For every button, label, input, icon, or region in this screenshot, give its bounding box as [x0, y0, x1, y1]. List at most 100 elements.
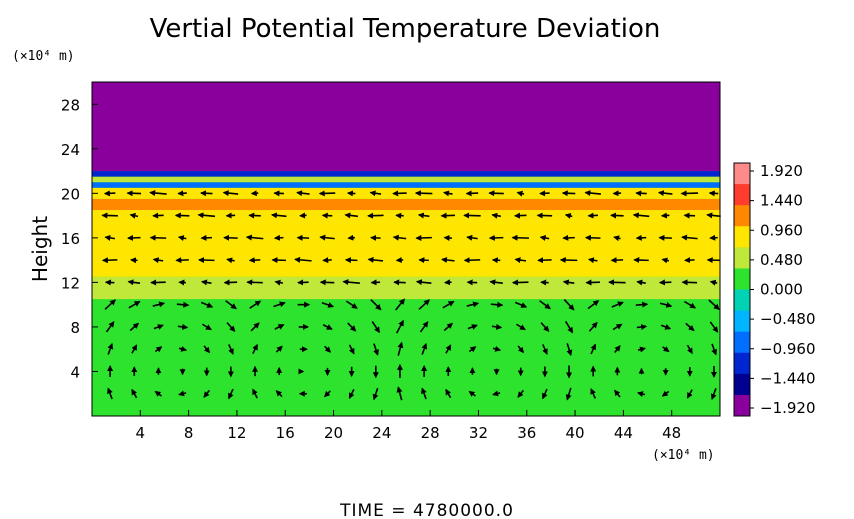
wind-arrow [249, 300, 262, 309]
wind-arrow [491, 323, 503, 330]
colorbar-swatch [734, 331, 750, 354]
wind-arrow [294, 256, 312, 263]
x-tick-label: 24 [372, 424, 391, 442]
field-band [92, 210, 720, 277]
wind-arrow [153, 324, 164, 330]
wind-arrow [271, 257, 286, 264]
wind-arrow [587, 212, 598, 219]
wind-arrow [178, 279, 186, 286]
wind-arrow [103, 190, 116, 197]
colorbar-swatch [734, 247, 750, 269]
wind-arrow [536, 212, 553, 219]
y-axis-label: Height [28, 216, 52, 282]
wind-arrow [445, 344, 452, 354]
wind-arrow [465, 190, 479, 197]
wind-arrow [660, 324, 672, 330]
wind-arrow [392, 190, 407, 197]
wind-arrow [129, 212, 139, 219]
wind-arrow [367, 212, 384, 219]
wind-arrow [711, 343, 718, 356]
wind-arrow [637, 346, 646, 353]
y-axis-ticks: 4 8 12 16 20 24 28 [61, 96, 98, 381]
wind-arrow [275, 390, 283, 398]
wind-arrow [681, 279, 698, 286]
colorbar-swatch [734, 394, 750, 417]
wind-arrow [588, 321, 598, 332]
wind-arrow [709, 234, 718, 241]
wind-arrow [419, 321, 429, 333]
x-tick-label: 20 [324, 424, 343, 442]
wind-arrow [542, 388, 548, 400]
wind-arrow [367, 256, 384, 263]
wind-arrow [681, 234, 698, 241]
wind-arrow [347, 322, 357, 332]
wind-arrow [539, 235, 550, 241]
wind-arrow [542, 344, 548, 355]
field-band [92, 299, 720, 416]
wind-arrow [415, 279, 432, 286]
colorbar-swatch [734, 163, 750, 185]
wind-arrow [587, 257, 598, 264]
wind-arrow [274, 279, 284, 286]
wind-arrow [200, 279, 212, 286]
wind-arrow [587, 300, 600, 310]
wind-arrow [662, 346, 670, 353]
wind-arrow [415, 234, 432, 241]
wind-arrow [564, 213, 573, 219]
wind-arrow [468, 390, 476, 397]
colorbar-label: −1.440 [760, 369, 816, 387]
wind-arrow [252, 388, 258, 399]
wind-arrow [684, 257, 695, 264]
wind-arrow [443, 234, 453, 241]
wind-arrow [635, 234, 647, 241]
wind-arrow [517, 389, 524, 398]
wind-arrow [661, 390, 670, 397]
wind-arrow [444, 279, 452, 286]
wind-arrow [369, 190, 382, 197]
wind-arrow [344, 257, 358, 264]
wind-arrow [344, 212, 358, 219]
wind-arrow [150, 279, 166, 286]
wind-arrow [177, 323, 189, 330]
wind-arrow [635, 301, 649, 308]
wind-arrow [176, 301, 190, 308]
wind-arrow [154, 390, 162, 397]
colorbar-label: −1.920 [760, 399, 816, 417]
wind-arrow [129, 322, 140, 332]
wind-arrow [319, 234, 335, 241]
wind-arrow [370, 234, 381, 241]
x-tick-label: 4 [136, 424, 146, 442]
wind-arrow [348, 388, 355, 400]
wind-arrow [516, 323, 526, 331]
wind-arrow [370, 299, 382, 311]
wind-arrow [611, 301, 624, 308]
wind-arrow [686, 344, 693, 355]
wind-arrow [417, 212, 430, 219]
wind-arrow [394, 298, 405, 311]
wind-arrow [492, 345, 502, 352]
wind-arrow [373, 343, 379, 356]
wind-arrow [516, 190, 525, 197]
chart-title: Vertial Potential Temperature Deviation [150, 14, 661, 44]
wind-arrow [590, 388, 597, 399]
wind-arrow [513, 212, 527, 219]
y-tick-label: 28 [61, 96, 80, 114]
wind-arrow [152, 301, 166, 308]
wind-arrow [511, 279, 529, 286]
wind-arrow [347, 234, 355, 241]
wind-arrow [612, 190, 622, 197]
x-tick-label: 36 [517, 424, 536, 442]
wind-arrow [107, 387, 113, 400]
wind-arrow [659, 301, 673, 308]
wind-arrow [177, 235, 187, 242]
wind-arrow [203, 389, 210, 398]
wind-arrow [517, 345, 524, 354]
wind-arrow [395, 319, 404, 334]
wind-arrow [468, 346, 477, 353]
wind-arrow [152, 212, 164, 219]
wind-arrow [323, 390, 331, 398]
colorbar-swatch [734, 184, 750, 206]
wind-arrow [273, 234, 284, 241]
wind-arrow [565, 387, 572, 401]
wind-arrow [397, 341, 404, 356]
